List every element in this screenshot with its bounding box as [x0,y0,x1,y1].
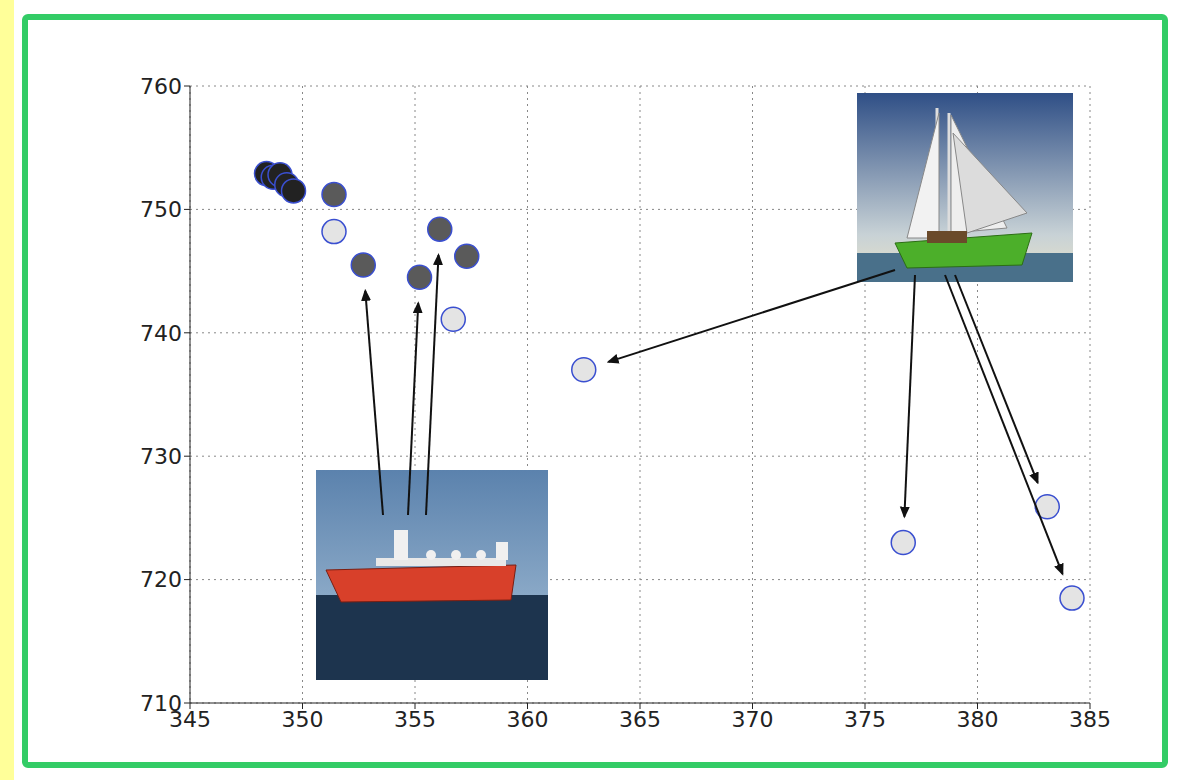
svg-text:760: 760 [140,74,182,99]
svg-text:385: 385 [1069,707,1111,732]
svg-text:710: 710 [140,691,182,716]
svg-text:355: 355 [394,707,436,732]
svg-text:365: 365 [619,707,661,732]
svg-text:740: 740 [140,321,182,346]
svg-text:375: 375 [844,707,886,732]
svg-text:750: 750 [140,197,182,222]
svg-text:730: 730 [140,444,182,469]
svg-text:350: 350 [282,707,324,732]
svg-text:360: 360 [507,707,549,732]
svg-text:345: 345 [169,706,211,732]
svg-text:370: 370 [732,707,774,732]
svg-text:380: 380 [957,707,999,732]
svg-text:720: 720 [140,567,182,592]
